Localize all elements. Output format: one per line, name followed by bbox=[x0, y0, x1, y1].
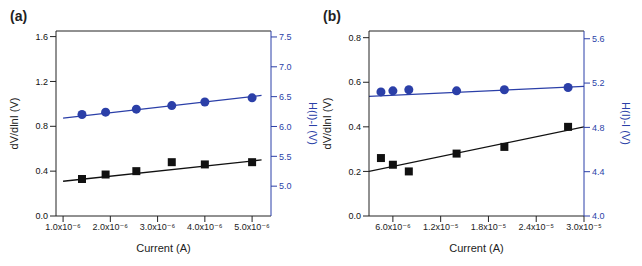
svg-text:0.0: 0.0 bbox=[35, 211, 48, 221]
svg-text:5.5: 5.5 bbox=[279, 152, 292, 162]
svg-text:4.8: 4.8 bbox=[592, 123, 605, 133]
svg-text:3.0x10⁻⁶: 3.0x10⁻⁶ bbox=[140, 222, 176, 232]
svg-text:4.0x10⁻⁶: 4.0x10⁻⁶ bbox=[187, 222, 223, 232]
svg-text:0.6: 0.6 bbox=[348, 77, 361, 87]
svg-text:6.0x10⁻⁶: 6.0x10⁻⁶ bbox=[375, 222, 411, 232]
html-text:(a): (a) bbox=[10, 8, 28, 24]
svg-text:5.0x10⁻⁶: 5.0x10⁻⁶ bbox=[234, 222, 270, 232]
svg-text:5.6: 5.6 bbox=[592, 34, 605, 44]
svg-text:dV/dlnI (V): dV/dlnI (V) bbox=[321, 98, 333, 150]
svg-text:3.0x10⁻⁵: 3.0x10⁻⁵ bbox=[566, 222, 602, 232]
svg-text:4.0: 4.0 bbox=[592, 211, 605, 221]
svg-text:5.0: 5.0 bbox=[279, 181, 292, 191]
svg-text:0.0: 0.0 bbox=[348, 211, 361, 221]
svg-text:0.4: 0.4 bbox=[348, 122, 361, 132]
svg-text:1.6: 1.6 bbox=[35, 32, 48, 42]
svg-text:H(I)-I (V): H(I)-I (V) bbox=[307, 102, 319, 145]
svg-text:6.5: 6.5 bbox=[279, 92, 292, 102]
svg-text:5.2: 5.2 bbox=[592, 78, 605, 88]
svg-text:0.8: 0.8 bbox=[35, 121, 48, 131]
svg-text:dV/dlnI (V): dV/dlnI (V) bbox=[8, 98, 20, 150]
svg-text:Current (A): Current (A) bbox=[449, 242, 503, 254]
svg-text:0.8: 0.8 bbox=[348, 33, 361, 43]
svg-text:H(I)-I (V): H(I)-I (V) bbox=[620, 102, 632, 145]
svg-text:1.8x10⁻⁵: 1.8x10⁻⁵ bbox=[471, 222, 507, 232]
svg-text:4.4: 4.4 bbox=[592, 167, 605, 177]
svg-text:1.2x10⁻⁵: 1.2x10⁻⁵ bbox=[423, 222, 459, 232]
svg-text:1.2: 1.2 bbox=[35, 77, 48, 87]
svg-text:6.0: 6.0 bbox=[279, 122, 292, 132]
svg-text:2.4x10⁻⁵: 2.4x10⁻⁵ bbox=[518, 222, 554, 232]
svg-text:7.0: 7.0 bbox=[279, 62, 292, 72]
svg-text:1.0x10⁻⁶: 1.0x10⁻⁶ bbox=[45, 222, 81, 232]
html-text:(b): (b) bbox=[323, 8, 341, 24]
svg-text:0.4: 0.4 bbox=[35, 166, 48, 176]
svg-text:2.0x10⁻⁶: 2.0x10⁻⁶ bbox=[93, 222, 129, 232]
svg-text:0.2: 0.2 bbox=[348, 167, 361, 177]
svg-text:Current (A): Current (A) bbox=[136, 242, 190, 254]
svg-text:7.5: 7.5 bbox=[279, 32, 292, 42]
